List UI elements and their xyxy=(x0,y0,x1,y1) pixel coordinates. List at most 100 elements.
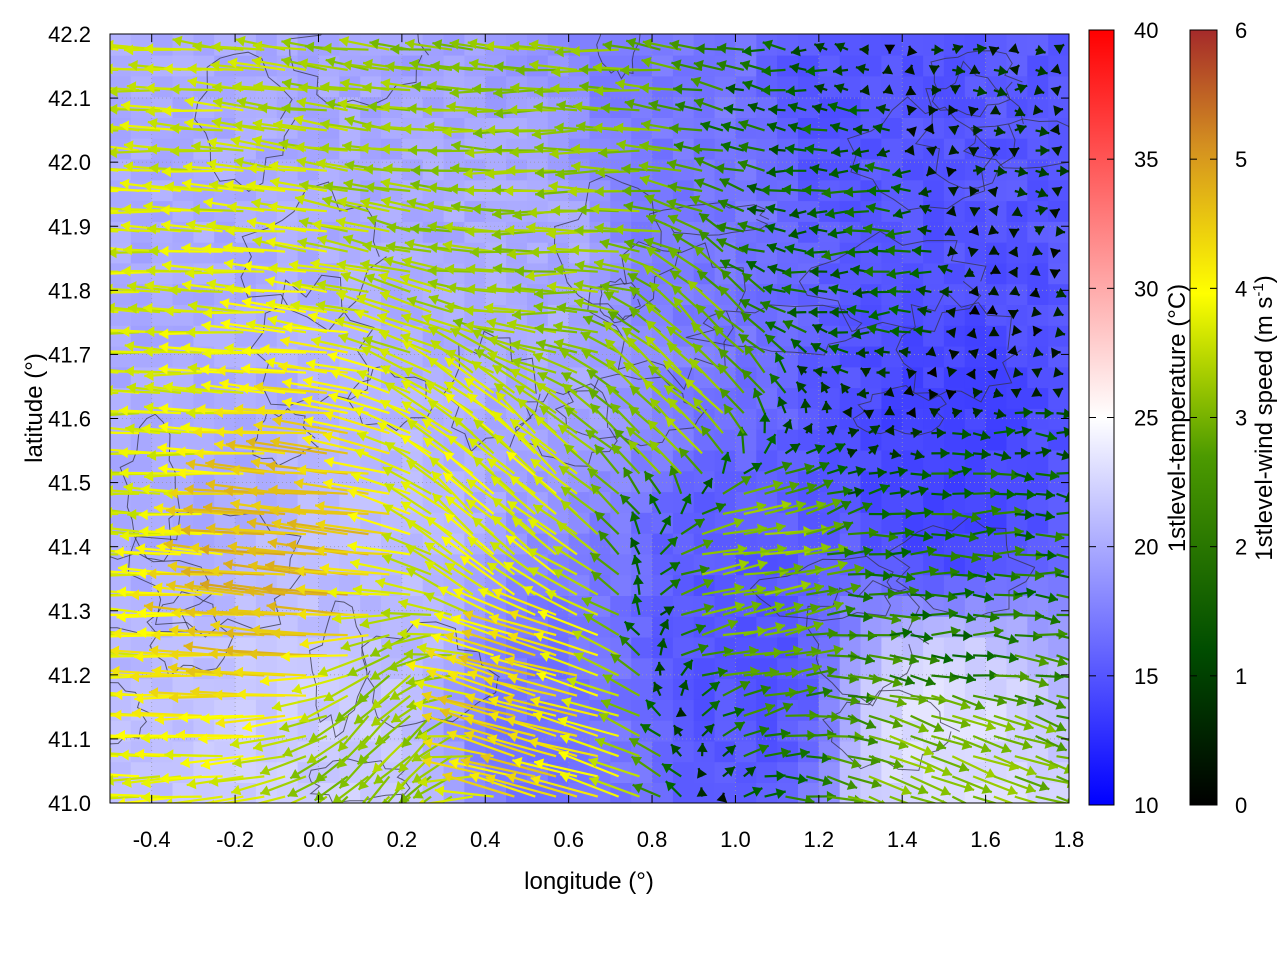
wind-vector xyxy=(594,510,620,535)
wind-vector xyxy=(503,694,578,717)
wind-vector xyxy=(701,601,745,616)
temperature-cell xyxy=(672,512,695,534)
temperature-cell xyxy=(943,428,966,451)
temperature-cell xyxy=(631,449,653,472)
wind-vector xyxy=(701,559,749,576)
temperature-cell xyxy=(964,595,987,617)
wind-vector xyxy=(931,591,958,603)
wind-vector xyxy=(680,643,709,657)
wind-vector xyxy=(680,623,707,637)
wind-vector xyxy=(625,37,661,51)
temperature-cell xyxy=(672,408,695,430)
wind-vector xyxy=(1056,165,1069,177)
wind-vector xyxy=(939,286,953,298)
x-tick-label: 0.8 xyxy=(637,827,668,852)
wind-vector xyxy=(689,357,724,394)
wind-vector xyxy=(185,459,265,475)
temperature-cell xyxy=(360,553,382,576)
wind-vector xyxy=(737,220,765,233)
y-tick-label: 42.0 xyxy=(48,150,91,175)
wind-vector xyxy=(356,293,411,314)
wind-vector xyxy=(675,101,703,112)
wind-vector xyxy=(884,44,896,54)
wind-vector xyxy=(298,694,349,723)
wind-vector xyxy=(993,450,1012,461)
wind-vector xyxy=(874,346,890,358)
wind-vector xyxy=(666,159,703,172)
wind-vector xyxy=(588,776,640,798)
wind-vector xyxy=(178,711,244,723)
wind-vector xyxy=(406,419,453,455)
temperature-cell xyxy=(860,636,883,659)
wind-vector xyxy=(1054,326,1066,338)
wind-vector xyxy=(297,237,348,253)
temperature-cell xyxy=(1006,553,1029,576)
wind-vector xyxy=(680,603,714,616)
wind-vector xyxy=(946,166,957,178)
wind-vector xyxy=(399,273,453,293)
wind-vector xyxy=(644,194,682,213)
temperature-cell xyxy=(714,387,737,409)
temperature-cell xyxy=(652,678,674,700)
wind-vector xyxy=(223,559,307,576)
wind-vector xyxy=(403,795,412,803)
temperature-cell xyxy=(1006,179,1029,202)
temperature-cell xyxy=(151,34,174,56)
wind-vector xyxy=(743,462,763,475)
temperature-cell xyxy=(506,636,528,659)
wind-vector xyxy=(826,424,838,436)
wind-vector xyxy=(471,203,515,215)
temperature-cell xyxy=(130,34,153,56)
wind-vector xyxy=(806,775,833,787)
wind-vector xyxy=(422,738,494,758)
wind-vector xyxy=(148,687,223,699)
wind-vector xyxy=(514,384,557,415)
wind-vector xyxy=(767,263,786,275)
temperature-cell xyxy=(339,491,361,513)
wind-vector xyxy=(670,743,683,757)
temperature-cell xyxy=(506,408,528,430)
temperature-cell xyxy=(839,283,862,305)
wind-vector xyxy=(868,424,881,436)
wind-vector xyxy=(949,84,961,95)
temperature-cell xyxy=(964,491,987,513)
temperature-cell xyxy=(860,96,883,118)
temperature-cell xyxy=(631,657,653,680)
wind-vector xyxy=(806,729,837,741)
wind-vector xyxy=(847,591,873,603)
temperature-cell xyxy=(339,158,361,181)
wind-vector xyxy=(701,667,728,678)
wind-vector xyxy=(477,587,536,616)
wind-vector xyxy=(625,426,662,455)
wind-vector xyxy=(465,226,515,238)
temperature-cell xyxy=(777,719,799,742)
wind-vector xyxy=(632,783,661,798)
temperature-cell xyxy=(777,595,799,617)
wind-vector xyxy=(469,772,536,798)
wind-vector xyxy=(385,241,432,253)
wind-vector xyxy=(337,98,390,112)
temperature-cell xyxy=(276,595,299,617)
wind-vector xyxy=(951,43,964,55)
wind-vector xyxy=(296,464,369,476)
y-tick-label: 41.6 xyxy=(48,407,91,432)
temperature-cell xyxy=(527,200,549,222)
wind-vector xyxy=(910,674,936,687)
wind-vector xyxy=(967,246,979,258)
wind-vector xyxy=(212,97,265,112)
temperature-cell xyxy=(589,636,612,659)
wind-vector xyxy=(910,631,933,643)
x-tick-label: 1.6 xyxy=(970,827,1001,852)
wind-vector xyxy=(614,224,661,235)
temperature-cell xyxy=(964,366,987,389)
temperature-cell xyxy=(735,387,757,409)
wind-vector xyxy=(890,183,911,195)
wind-vector xyxy=(312,219,369,233)
wind-vector xyxy=(777,396,788,414)
contour-line xyxy=(887,515,1036,621)
wind-vector xyxy=(166,580,244,596)
wind-vector xyxy=(319,563,390,576)
wind-vector xyxy=(164,749,223,761)
wind-vector xyxy=(384,441,432,475)
wind-vector xyxy=(847,466,866,477)
